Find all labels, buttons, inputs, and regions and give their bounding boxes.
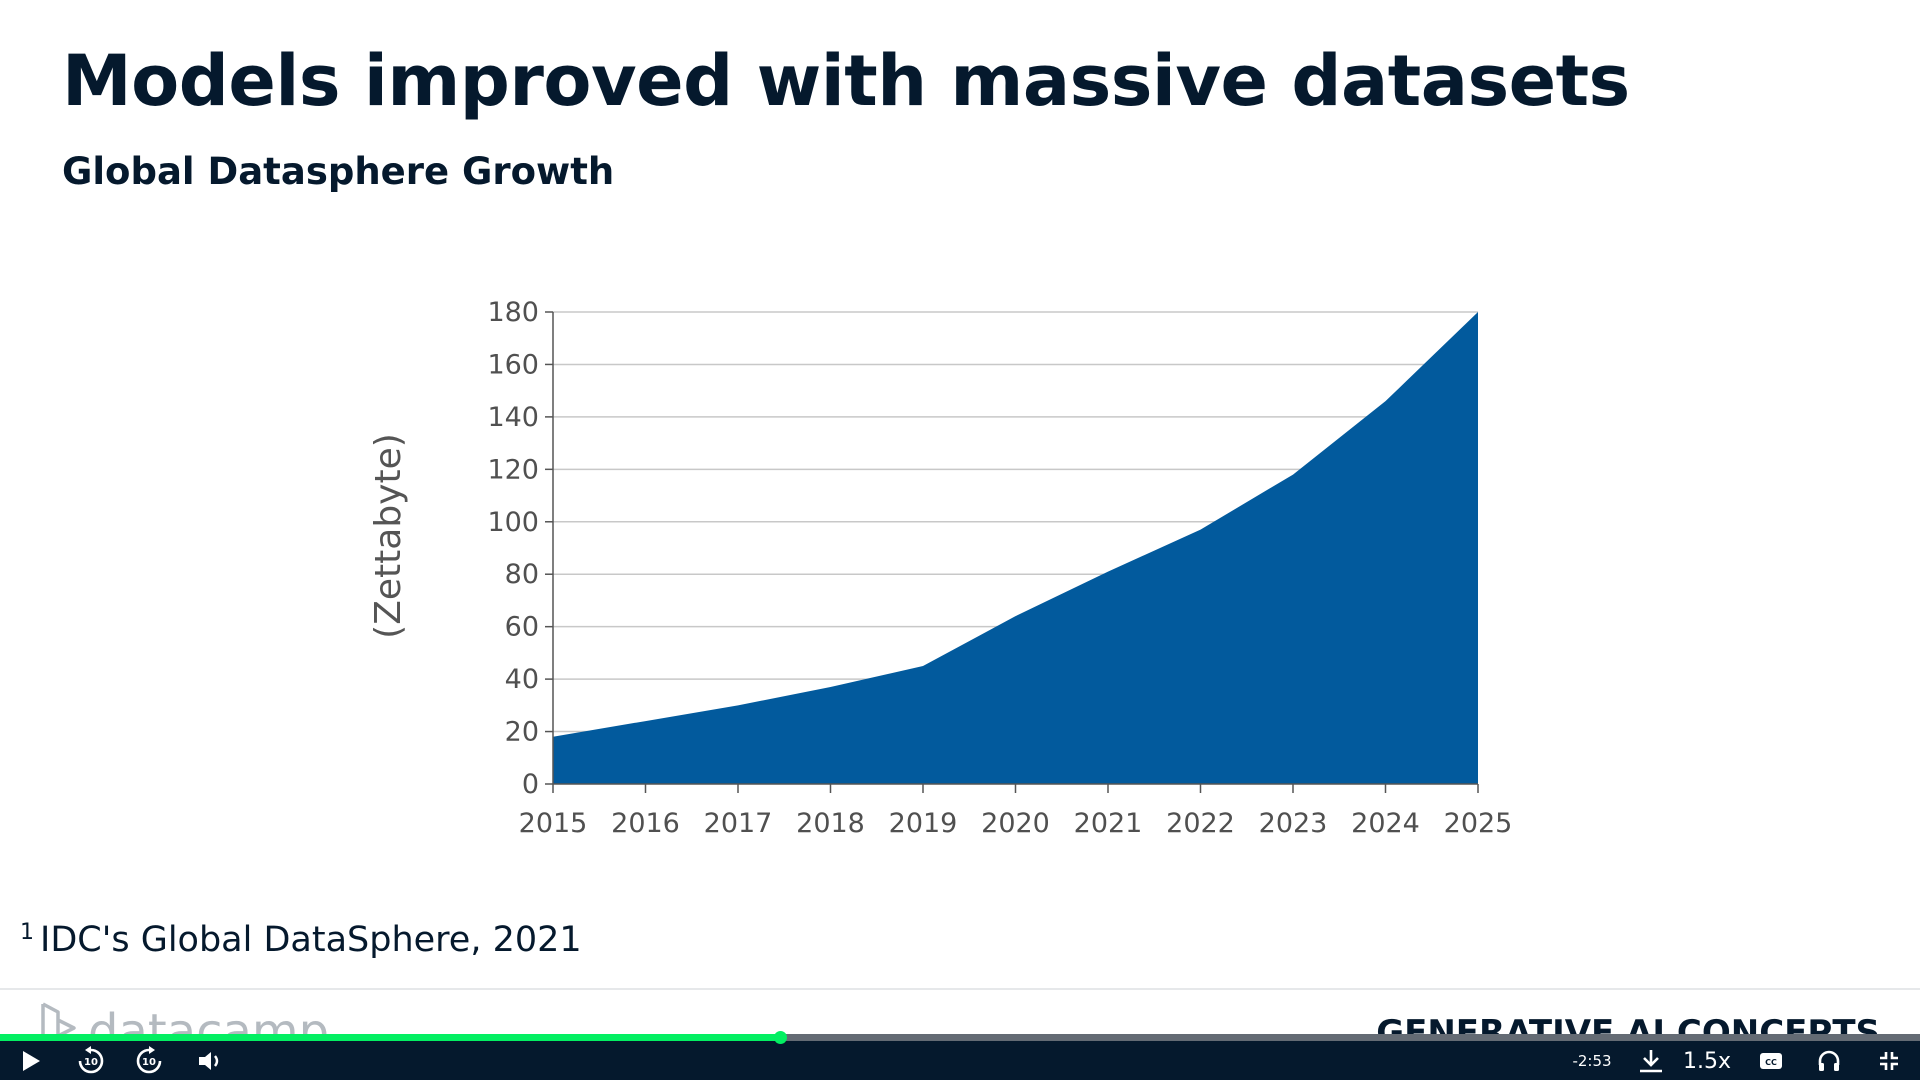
y-tick-label: 120 xyxy=(487,454,539,485)
x-tick-label: 2018 xyxy=(796,808,865,839)
datasphere-area-chart: 0 20 40 60 80 100 120 140 160 180 2015 2016 2017 2018… xyxy=(370,297,1513,839)
svg-text:10: 10 xyxy=(84,1057,98,1068)
video-player-bar xyxy=(0,1034,1920,1080)
download-icon xyxy=(1640,1050,1662,1073)
y-tick-label: 160 xyxy=(487,349,539,380)
time-remaining-text: -2:53 xyxy=(1572,1052,1612,1070)
x-tick-label: 2021 xyxy=(1074,808,1143,839)
x-tick-label: 2019 xyxy=(889,808,958,839)
forward-10-icon: 10 xyxy=(136,1046,162,1074)
x-tick-label: 2020 xyxy=(981,808,1050,839)
y-tick-label: 0 xyxy=(522,769,539,800)
x-tick-label: 2016 xyxy=(611,808,680,839)
exit-fullscreen-icon xyxy=(1880,1052,1898,1070)
volume-button[interactable] xyxy=(194,1044,228,1078)
svg-text:10: 10 xyxy=(142,1057,156,1068)
audio-only-button[interactable] xyxy=(1814,1044,1844,1078)
brand-name: datacamp xyxy=(88,1004,330,1038)
x-tick-label: 2015 xyxy=(519,808,588,839)
svg-text:CC: CC xyxy=(1765,1058,1777,1067)
footnote-marker: 1 xyxy=(20,920,34,945)
progress-bar[interactable] xyxy=(0,1031,1920,1044)
play-icon xyxy=(23,1051,40,1071)
progress-fill xyxy=(0,1034,780,1041)
footnote-text: IDC's Global DataSphere, 2021 xyxy=(40,920,582,960)
y-tick-label: 100 xyxy=(487,507,539,538)
forward-10-button[interactable]: 10 xyxy=(130,1044,168,1078)
time-remaining: -2:53 xyxy=(1560,1044,1624,1078)
download-button[interactable] xyxy=(1634,1044,1668,1078)
volume-icon xyxy=(199,1052,219,1070)
slide-title: Models improved with massive datasets xyxy=(62,40,1630,122)
progress-scrubber[interactable] xyxy=(773,1031,787,1044)
slide-divider xyxy=(0,988,1920,990)
captions-button[interactable]: CC xyxy=(1756,1044,1786,1078)
playback-speed: 1.5x xyxy=(1682,1048,1731,1074)
captions-icon: CC xyxy=(1760,1053,1782,1069)
footnote: 1 IDC's Global DataSphere, 2021 xyxy=(20,920,582,960)
x-tick-label: 2024 xyxy=(1351,808,1420,839)
y-tick-label: 20 xyxy=(505,717,539,748)
course-tag: GENERATIVE AI CONCEPTS xyxy=(1376,1013,1880,1038)
x-tick-label: 2025 xyxy=(1444,808,1513,839)
brand-logo: datacamp xyxy=(40,1000,329,1038)
headphones-icon xyxy=(1818,1050,1840,1071)
playback-speed-button[interactable]: 1.5x xyxy=(1682,1044,1732,1078)
y-tick-label: 140 xyxy=(487,402,539,433)
x-tick-label: 2017 xyxy=(704,808,773,839)
y-tick-label: 80 xyxy=(505,559,539,590)
play-button[interactable] xyxy=(14,1044,48,1078)
y-tick-label: 60 xyxy=(505,612,539,643)
datacamp-logo-icon xyxy=(41,1002,76,1038)
x-tick-label: 2023 xyxy=(1259,808,1328,839)
rewind-10-button[interactable]: 10 xyxy=(72,1044,110,1078)
y-axis-label: (Zettabyte) xyxy=(370,433,409,639)
y-tick-label: 180 xyxy=(487,297,539,328)
exit-fullscreen-button[interactable] xyxy=(1874,1044,1904,1078)
area-series xyxy=(553,312,1478,784)
rewind-10-icon: 10 xyxy=(78,1046,104,1074)
y-tick-label: 40 xyxy=(505,664,539,695)
x-tick-label: 2022 xyxy=(1166,808,1235,839)
slide-subtitle: Global Datasphere Growth xyxy=(62,150,615,193)
